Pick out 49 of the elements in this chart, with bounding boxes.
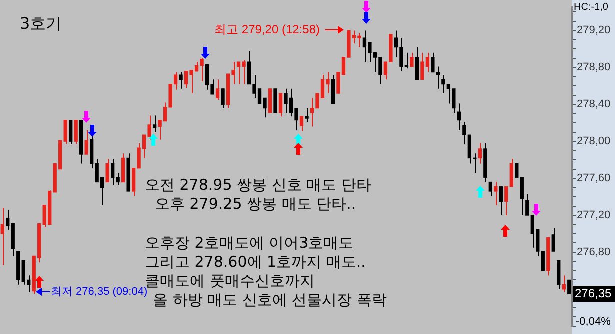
candlestick xyxy=(410,52,414,68)
candlestick xyxy=(494,182,498,206)
candlestick xyxy=(152,115,157,133)
candlestick xyxy=(515,163,519,178)
annotation: 그리고 278.60에 1호까지 매도.. xyxy=(145,252,366,271)
candlestick xyxy=(510,158,514,188)
candlestick xyxy=(562,275,566,293)
candlestick xyxy=(221,88,225,109)
annotation: 276,35 xyxy=(575,286,612,300)
text: -0,04% xyxy=(576,316,612,328)
candlestick xyxy=(64,120,68,145)
candlestick xyxy=(478,142,482,164)
y-tick-label: 278,80 xyxy=(577,62,611,74)
candlestick xyxy=(6,209,10,231)
candlestick xyxy=(300,116,304,132)
candlestick xyxy=(179,72,183,90)
candlestick xyxy=(552,228,556,252)
candlestick xyxy=(520,177,524,216)
annotation: 올 하방 매도 신호에 선물시장 폭락 xyxy=(153,290,387,309)
y-tick-label: 276,80 xyxy=(577,246,611,259)
candlestick xyxy=(457,103,462,131)
annotation: 3호기 xyxy=(20,14,62,34)
candlestick xyxy=(499,186,503,216)
annotation: 콜매도에 풋매수신호까지 xyxy=(145,272,315,290)
candlestick xyxy=(84,130,88,156)
candlestick xyxy=(526,194,530,216)
annotation: 오후 279.25 쌍봉 매도 단타.. xyxy=(155,194,356,213)
annotation: 최저 276,35 (09:04) xyxy=(51,286,148,298)
candlestick xyxy=(106,158,110,183)
candlestick xyxy=(541,251,545,272)
candlestick xyxy=(216,79,220,101)
y-tick-label: 278,00 xyxy=(577,136,611,148)
annotation: 오전 278.95 쌍봉 신호 매도 단타 xyxy=(145,176,372,194)
text: HC:-1,0 xyxy=(574,2,609,13)
candlestick xyxy=(0,208,4,266)
candlestick xyxy=(305,108,309,123)
candlestick xyxy=(568,280,572,294)
candlestick xyxy=(278,93,283,118)
y-tick-label: 277,20 xyxy=(577,210,611,222)
candlestick xyxy=(504,186,508,216)
candlestick xyxy=(415,46,420,80)
candlestick xyxy=(488,182,492,197)
annotation: 최고 279,20 (12:58) xyxy=(214,22,320,36)
y-tick-label: 277,60 xyxy=(577,172,611,185)
candlestick xyxy=(69,120,73,145)
y-tick-label: 278,40 xyxy=(577,98,611,111)
y-tick-label: 279,20 xyxy=(577,24,611,37)
annotation: 오후장 2호매도에 이어3호매도 xyxy=(145,234,354,252)
candlestick xyxy=(74,120,78,145)
